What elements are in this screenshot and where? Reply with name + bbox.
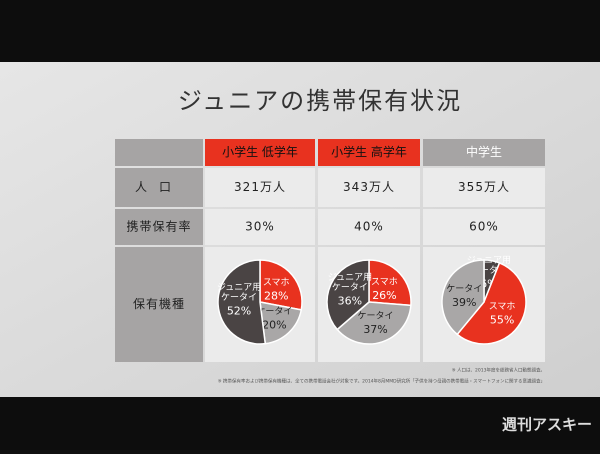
slice-label: 20% [262,318,286,331]
slice-name: ケータイ [221,292,257,303]
slice-label: 26% [372,289,396,302]
column-header [205,139,315,166]
row-header [115,247,203,362]
pie-slice [441,259,485,336]
row-header-label: 人口 [135,180,183,194]
column-header-label: 小学生 高学年 [331,144,407,159]
cell [318,209,420,245]
cell-text: 355万人 [458,180,510,194]
pie-slice [217,259,267,345]
slice-name: ジュニア用 [328,272,372,283]
cell [205,168,315,207]
pie-slice [368,259,412,307]
column-header-label: 中学生 [466,144,502,159]
row-header [115,168,203,207]
cell-text: 321万人 [234,180,286,194]
slice-name: ケータイ [471,265,507,276]
slice-name: スマホ [489,301,516,312]
column-header [423,139,545,166]
row-header-label: 携帯保有率 [126,219,191,234]
cell-text: 343万人 [343,180,395,194]
slice-name: ジュニア用 [467,255,511,266]
cell [318,168,420,207]
slice-name: スマホ [263,277,290,288]
cell-text: 60% [469,220,499,234]
note: ※ 人口は、2013年度を総務省人口動態調査。 [452,367,545,374]
slice-name: スマホ [371,276,398,287]
slice-label: 36% [338,294,362,307]
pie-slice [336,301,412,345]
slide-title: ジュニアの携帯保有状況 [178,87,462,115]
cell-text: 40% [354,220,384,234]
cell [423,168,545,207]
slice-name: ケータイ [332,282,368,293]
pie-slice [259,259,303,311]
slice-name: ケータイ [446,283,482,294]
cell [205,209,315,245]
pie-slice [259,301,303,345]
slice-label: 37% [363,323,387,336]
slice-name: ケータイ [256,306,292,317]
slice-name: ジュニア用 [217,282,261,293]
pie-slice [326,259,370,331]
pie-slice [456,261,527,345]
cell [423,209,545,245]
note: ※ 携帯保有率および携帯保有機種は、全ての携帯電話会社が対象です。2014年8月… [218,378,545,385]
column-header [318,139,420,166]
slice-label: 55% [490,314,514,327]
header-corner [115,139,203,166]
row-header [115,209,203,245]
column-header-label: 小学生 低学年 [222,144,298,159]
slice-label: 28% [264,290,288,303]
slice-name: ケータイ [358,310,394,321]
row-header-label: 保有機種 [133,296,185,311]
cell-text: 30% [245,220,275,234]
slice-label: 39% [452,296,476,309]
watermark: 週刊アスキー [502,416,592,434]
slice-label: 52% [227,304,251,317]
